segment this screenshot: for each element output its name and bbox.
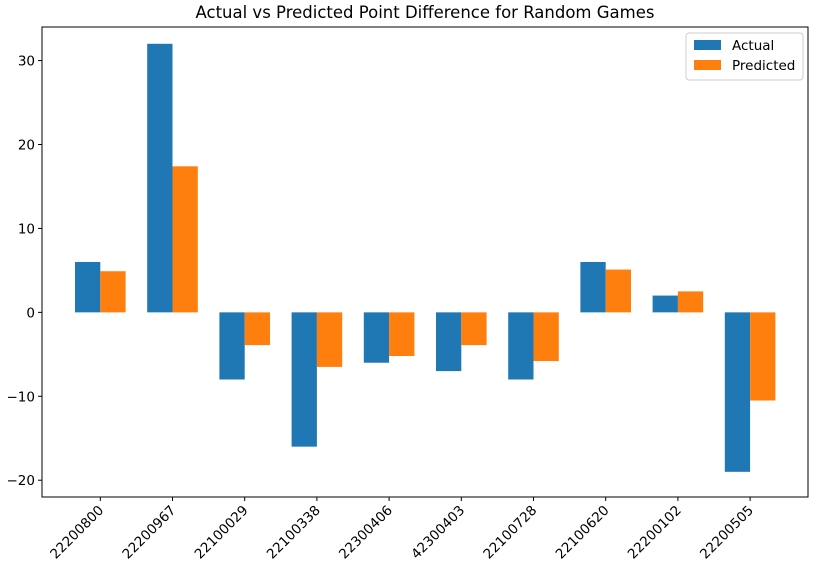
bar-predicted-22200102 [677, 291, 704, 313]
legend-swatch-actual [694, 40, 721, 50]
bar-predicted-22100620 [605, 269, 631, 313]
x-tick-label: 22100728 [480, 503, 540, 563]
bar-actual-22100728 [508, 312, 534, 380]
bar-actual-22200505 [724, 312, 751, 472]
bar-actual-42300403 [436, 312, 462, 372]
bar-actual-22200967 [147, 43, 173, 313]
axes-frame [41, 26, 809, 498]
chart-title: Actual vs Predicted Point Difference for… [196, 3, 655, 22]
legend-label-predicted: Predicted [732, 58, 795, 74]
legend: Actual Predicted [685, 32, 804, 81]
bar-actual-22300406 [363, 312, 390, 363]
bar-actual-22200102 [652, 295, 678, 313]
x-tick-label: 22100620 [553, 503, 613, 563]
bar-predicted-22300406 [389, 312, 415, 356]
x-tick-label: 42300403 [408, 503, 468, 563]
bar-predicted-22200800 [100, 271, 126, 313]
bar-predicted-42300403 [461, 312, 487, 346]
x-tick-label: 22200800 [47, 503, 107, 563]
bar-actual-22100029 [219, 312, 245, 380]
y-tick-label: 10 [18, 221, 35, 237]
legend-swatch-predicted [694, 60, 721, 70]
bar-actual-22100338 [291, 312, 317, 447]
bar-predicted-22200967 [172, 166, 198, 313]
bar-predicted-22200505 [750, 312, 776, 401]
bar-predicted-22100338 [316, 312, 343, 367]
x-tick-label: 22200967 [119, 503, 179, 563]
y-tick-label: 20 [18, 138, 35, 154]
y-tick-label: 30 [18, 54, 35, 70]
x-tick-label: 22200505 [697, 503, 757, 563]
bar-actual-22200800 [75, 262, 101, 313]
bar-predicted-22100728 [533, 312, 559, 362]
y-tick-label: −20 [7, 473, 36, 489]
x-tick-label: 22100029 [192, 503, 252, 563]
x-tick-label: 22300406 [336, 503, 396, 563]
legend-label-actual: Actual [732, 38, 774, 54]
bar-predicted-22100029 [244, 312, 270, 346]
x-tick-label: 22100338 [264, 503, 324, 563]
x-tick-label: 22200102 [625, 503, 685, 563]
y-tick-label: −10 [7, 389, 36, 405]
y-tick-label: 0 [26, 305, 35, 321]
bar-actual-22100620 [580, 262, 606, 313]
